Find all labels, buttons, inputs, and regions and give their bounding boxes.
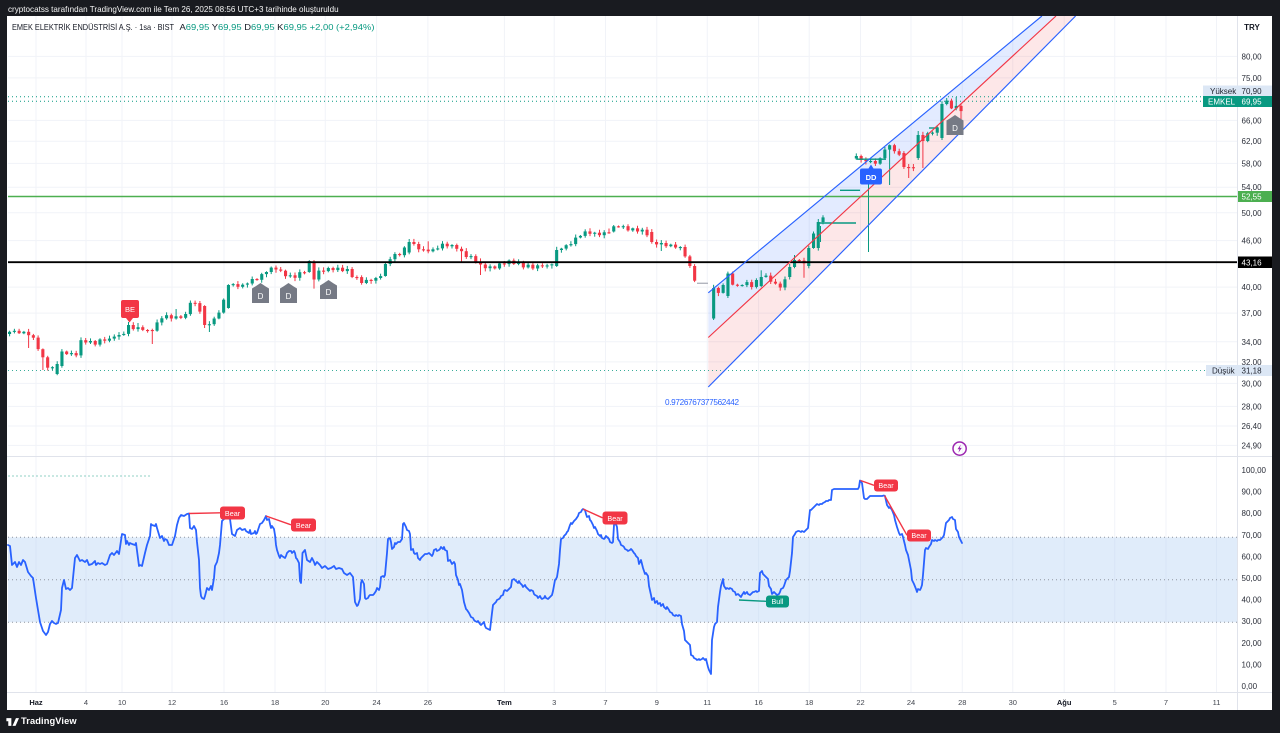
svg-text:7: 7 <box>1164 698 1168 707</box>
svg-text:Haz: Haz <box>29 698 43 707</box>
svg-text:Düşük: Düşük <box>1212 367 1236 376</box>
svg-text:50,00: 50,00 <box>1242 209 1263 218</box>
svg-text:40,00: 40,00 <box>1242 596 1263 605</box>
svg-text:11: 11 <box>703 698 711 707</box>
svg-text:D: D <box>258 292 264 301</box>
svg-text:TRY: TRY <box>1244 23 1260 32</box>
svg-text:58,00: 58,00 <box>1242 159 1263 168</box>
svg-text:66,00: 66,00 <box>1242 116 1263 125</box>
svg-text:18: 18 <box>271 698 279 707</box>
svg-text:DD: DD <box>866 173 877 182</box>
svg-text:D: D <box>952 124 958 133</box>
svg-text:26: 26 <box>424 698 432 707</box>
svg-text:30: 30 <box>1009 698 1017 707</box>
svg-text:0,00: 0,00 <box>1242 682 1258 691</box>
svg-text:BE: BE <box>125 305 135 314</box>
svg-text:28: 28 <box>958 698 966 707</box>
svg-text:9: 9 <box>655 698 659 707</box>
svg-text:22: 22 <box>856 698 864 707</box>
svg-text:12: 12 <box>168 698 176 707</box>
svg-text:62,00: 62,00 <box>1242 137 1263 146</box>
svg-text:75,00: 75,00 <box>1242 74 1263 83</box>
svg-text:Bear: Bear <box>225 509 241 518</box>
svg-text:D: D <box>286 292 292 301</box>
svg-text:Bull: Bull <box>772 597 784 606</box>
svg-text:70,90: 70,90 <box>1242 87 1263 96</box>
svg-text:50,00: 50,00 <box>1242 574 1263 583</box>
svg-text:54,00: 54,00 <box>1242 183 1263 192</box>
svg-text:40,00: 40,00 <box>1242 283 1263 292</box>
svg-text:80,00: 80,00 <box>1242 509 1263 518</box>
svg-text:37,00: 37,00 <box>1242 309 1263 318</box>
svg-text:10: 10 <box>118 698 126 707</box>
svg-text:31,18: 31,18 <box>1242 367 1263 376</box>
svg-text:28,00: 28,00 <box>1242 402 1263 411</box>
svg-text:EMEK ELEKTRİK ENDÜSTRİSİ A.Ş.: EMEK ELEKTRİK ENDÜSTRİSİ A.Ş. · 1sa · BI… <box>12 22 174 32</box>
svg-text:90,00: 90,00 <box>1242 488 1263 497</box>
svg-text:11: 11 <box>1213 698 1221 707</box>
svg-text:34,00: 34,00 <box>1242 338 1263 347</box>
svg-text:26,40: 26,40 <box>1242 422 1263 431</box>
svg-text:16: 16 <box>220 698 228 707</box>
svg-text:18: 18 <box>805 698 813 707</box>
svg-text:24: 24 <box>907 698 915 707</box>
svg-text:0.9726767377562442: 0.9726767377562442 <box>665 398 739 407</box>
svg-text:16: 16 <box>754 698 762 707</box>
svg-text:EMKEL: EMKEL <box>1208 98 1236 107</box>
svg-text:70,00: 70,00 <box>1242 531 1263 540</box>
svg-text:32,00: 32,00 <box>1242 358 1263 367</box>
svg-text:Bear: Bear <box>878 481 894 490</box>
svg-text:60,00: 60,00 <box>1242 552 1263 561</box>
svg-text:100,00: 100,00 <box>1242 466 1267 475</box>
svg-text:Ağu: Ağu <box>1057 698 1072 707</box>
svg-text:46,00: 46,00 <box>1242 237 1263 246</box>
svg-text:Bear: Bear <box>911 531 927 540</box>
svg-text:24: 24 <box>372 698 380 707</box>
svg-text:D: D <box>326 288 332 297</box>
svg-text:A69,95 Y69,95 D69,95 K69,95 +2: A69,95 Y69,95 D69,95 K69,95 +2,00 (+2,94… <box>180 23 375 32</box>
svg-text:Yüksek: Yüksek <box>1210 87 1237 96</box>
svg-text:30,00: 30,00 <box>1242 617 1263 626</box>
svg-text:43,16: 43,16 <box>1242 259 1263 268</box>
svg-text:52,55: 52,55 <box>1242 193 1263 202</box>
svg-text:Bear: Bear <box>296 521 312 530</box>
svg-text:4: 4 <box>84 698 88 707</box>
svg-text:10,00: 10,00 <box>1242 660 1263 669</box>
svg-text:Tem: Tem <box>497 698 512 707</box>
svg-text:24,90: 24,90 <box>1242 441 1263 450</box>
svg-text:30,00: 30,00 <box>1242 379 1263 388</box>
svg-text:20,00: 20,00 <box>1242 639 1263 648</box>
svg-text:Bear: Bear <box>607 514 623 523</box>
svg-text:80,00: 80,00 <box>1242 52 1263 61</box>
svg-text:69,95: 69,95 <box>1242 98 1263 107</box>
svg-text:3: 3 <box>552 698 556 707</box>
svg-text:5: 5 <box>1113 698 1117 707</box>
svg-text:7: 7 <box>603 698 607 707</box>
svg-text:20: 20 <box>321 698 329 707</box>
